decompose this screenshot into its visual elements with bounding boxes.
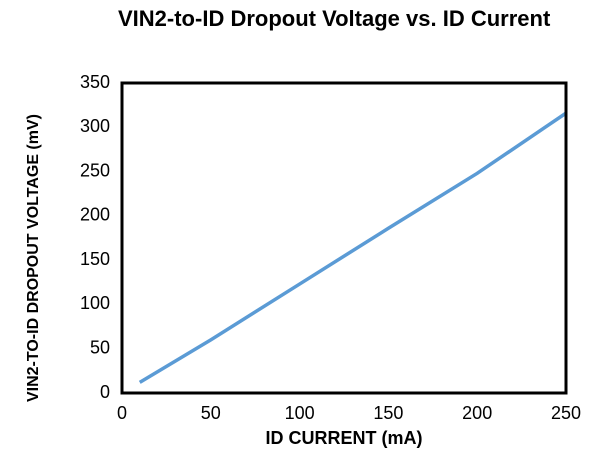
data-line [138,111,567,384]
y-tick-label: 250 [80,160,110,180]
x-tick-label: 0 [117,403,127,423]
y-tick-label: 200 [80,205,110,225]
y-tick-label: 100 [80,293,110,313]
y-tick-label: 300 [80,116,110,136]
y-tick-label: 150 [80,249,110,269]
chart-title: VIN2-to-ID Dropout Voltage vs. ID Curren… [118,6,551,31]
x-tick-label: 250 [551,403,581,423]
y-axis-label: VIN2-TO-ID DROPOUT VOLTAGE (mV) [25,114,42,403]
y-tick-label: 0 [100,382,110,402]
x-axis-label: ID CURRENT (mA) [265,428,423,448]
x-tick-label: 150 [373,403,403,423]
plot-frame [120,81,568,395]
x-tick-label: 50 [201,403,221,423]
x-tick-label: 200 [462,403,492,423]
x-tick-label: 100 [285,403,315,423]
y-tick-label: 50 [90,337,110,357]
y-tick-label: 350 [80,72,110,92]
